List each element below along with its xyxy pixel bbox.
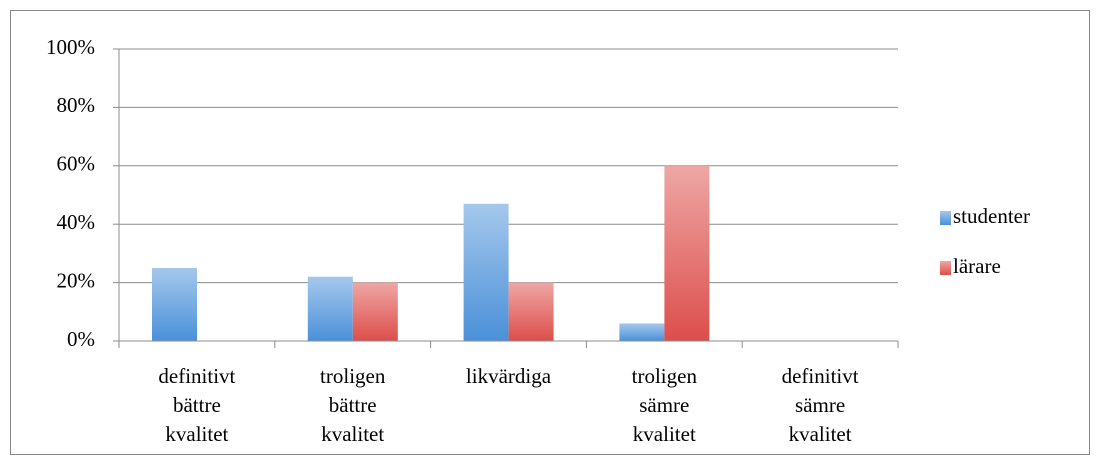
legend-label: lärare	[953, 254, 1001, 278]
x-tick-label: troligen bättre kvalitet	[320, 364, 386, 446]
legend-swatch	[940, 261, 951, 275]
y-tick-label: 20%	[57, 268, 96, 292]
x-tick-label: definitivt sämre kvalitet	[782, 364, 859, 446]
bar	[352, 282, 398, 341]
bar	[508, 282, 554, 341]
y-tick-label: 0%	[67, 327, 95, 351]
x-tick-label: troligen sämre kvalitet	[632, 364, 698, 446]
y-tick-label: 60%	[57, 152, 96, 176]
x-tick-label: definitivt bättre kvalitet	[158, 364, 235, 446]
y-tick-label: 100%	[46, 35, 95, 59]
y-tick-label: 40%	[57, 210, 96, 234]
legend-swatch	[940, 211, 951, 225]
y-tick-label: 80%	[57, 93, 96, 117]
bar	[664, 165, 710, 341]
x-tick-label: likvärdiga	[466, 364, 552, 388]
legend-label: studenter	[953, 204, 1030, 228]
chart-frame	[10, 10, 1090, 455]
bar	[463, 203, 509, 341]
bar	[619, 323, 665, 341]
bar	[307, 276, 353, 341]
bar	[152, 268, 197, 341]
